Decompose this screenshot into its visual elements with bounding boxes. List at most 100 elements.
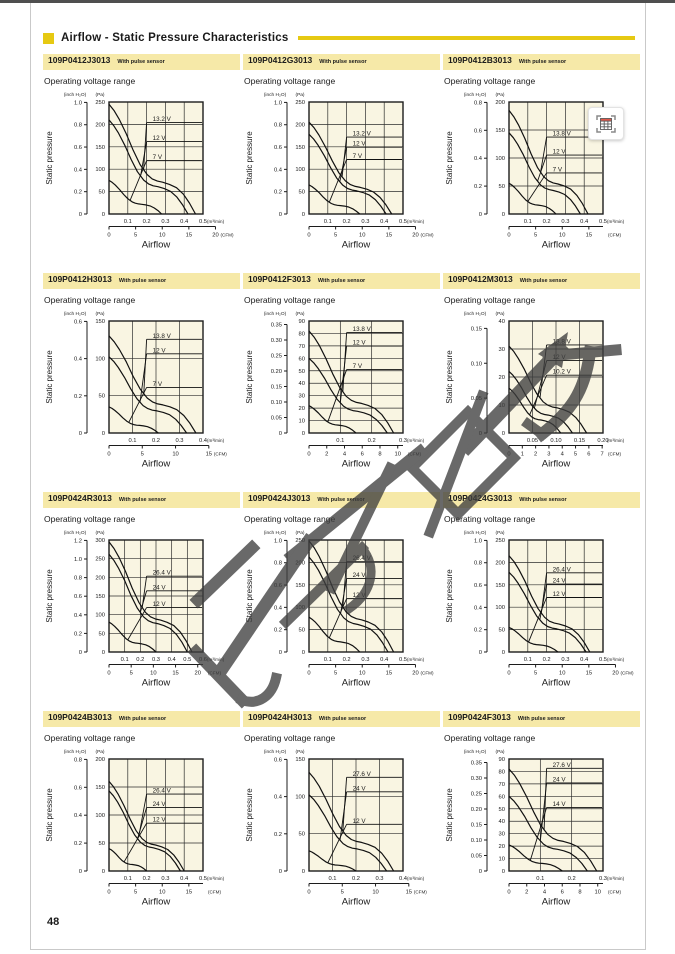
svg-text:(m³/min): (m³/min) xyxy=(207,876,225,881)
operating-voltage-range-label: Operating voltage range xyxy=(244,295,336,305)
svg-text:(inch H₂O): (inch H₂O) xyxy=(264,530,287,536)
svg-text:5: 5 xyxy=(334,671,337,677)
table-capture-icon xyxy=(596,114,616,133)
svg-text:0.25: 0.25 xyxy=(471,792,482,798)
svg-text:0: 0 xyxy=(279,212,282,218)
svg-text:Airflow: Airflow xyxy=(342,240,371,251)
operating-voltage-range-label: Operating voltage range xyxy=(44,76,136,86)
svg-text:(CFM): (CFM) xyxy=(620,671,633,676)
svg-text:24 V: 24 V xyxy=(153,801,167,808)
svg-text:0.2: 0.2 xyxy=(136,657,144,663)
svg-text:0.1: 0.1 xyxy=(328,876,336,882)
svg-text:200: 200 xyxy=(95,575,105,581)
svg-text:(CFM): (CFM) xyxy=(208,671,221,676)
svg-text:40: 40 xyxy=(499,319,505,325)
svg-text:10: 10 xyxy=(172,452,178,458)
svg-text:150: 150 xyxy=(495,128,505,134)
svg-text:250: 250 xyxy=(295,538,305,544)
svg-text:(m³/min): (m³/min) xyxy=(607,438,625,443)
chart-figure: (inch H₂O) (Pa) 0 0.2 0.4 0.6 0.8 1.0 0 50 100 150 2… xyxy=(443,526,640,697)
svg-text:(inch H₂O): (inch H₂O) xyxy=(464,530,487,536)
svg-text:Static pressure: Static pressure xyxy=(45,569,54,623)
svg-text:5: 5 xyxy=(134,890,137,896)
svg-text:0: 0 xyxy=(102,869,105,875)
svg-text:13.8 V: 13.8 V xyxy=(553,338,572,345)
svg-text:0.5: 0.5 xyxy=(199,876,207,882)
svg-text:0.10: 0.10 xyxy=(471,361,482,367)
svg-text:5: 5 xyxy=(134,233,137,239)
svg-text:10: 10 xyxy=(150,671,156,677)
chart-figure: (inch H₂O) (Pa) 0 0.05 0.10 0.15 0.20 0.25 0.30 0… xyxy=(443,745,640,916)
svg-text:30: 30 xyxy=(299,394,305,400)
pulse-sensor-badge: With pulse sensor xyxy=(317,278,366,284)
svg-text:0.4: 0.4 xyxy=(168,657,177,663)
svg-text:0: 0 xyxy=(479,869,482,875)
svg-text:24 V: 24 V xyxy=(353,572,367,579)
svg-text:0.6: 0.6 xyxy=(74,785,82,791)
svg-text:0: 0 xyxy=(507,671,510,677)
svg-text:(inch H₂O): (inch H₂O) xyxy=(464,311,487,317)
svg-text:0.8: 0.8 xyxy=(74,576,82,582)
svg-text:100: 100 xyxy=(295,605,305,611)
svg-text:250: 250 xyxy=(95,100,105,106)
operating-voltage-range-label: Operating voltage range xyxy=(444,733,536,743)
svg-text:4: 4 xyxy=(543,890,547,896)
svg-text:0.3: 0.3 xyxy=(375,876,383,882)
svg-text:300: 300 xyxy=(95,538,105,544)
table-capture-button[interactable] xyxy=(588,107,624,140)
svg-text:10: 10 xyxy=(559,233,565,239)
svg-text:24 V: 24 V xyxy=(553,776,567,783)
svg-text:250: 250 xyxy=(295,100,305,106)
svg-text:7 V: 7 V xyxy=(353,153,363,160)
svg-text:0: 0 xyxy=(507,452,510,458)
svg-text:0.8: 0.8 xyxy=(274,561,282,567)
model-title-bar: 109P0424J3013 With pulse sensor xyxy=(243,492,440,508)
svg-text:0: 0 xyxy=(307,233,310,239)
svg-text:40: 40 xyxy=(299,381,305,387)
model-number: 109P0424F3013 xyxy=(448,712,511,722)
svg-text:12 V: 12 V xyxy=(353,141,367,148)
pulse-sensor-badge: With pulse sensor xyxy=(519,497,567,503)
svg-text:26.4 V: 26.4 V xyxy=(553,566,572,573)
svg-text:Airflow: Airflow xyxy=(142,678,171,689)
svg-text:26.4 V: 26.4 V xyxy=(153,570,172,577)
svg-text:0: 0 xyxy=(279,431,282,437)
svg-text:(CFM): (CFM) xyxy=(608,890,621,895)
model-title-bar: 109P0424G3013 With pulse sensor xyxy=(443,492,640,508)
chart-module: 109P0412J3013 With pulse sensor Operatin… xyxy=(43,54,240,259)
svg-text:0.15: 0.15 xyxy=(471,326,482,332)
svg-text:12 V: 12 V xyxy=(153,817,167,824)
svg-text:0.4: 0.4 xyxy=(474,156,483,162)
model-number: 109P0412B3013 xyxy=(448,55,512,65)
svg-text:0: 0 xyxy=(307,671,310,677)
svg-text:200: 200 xyxy=(495,100,505,106)
svg-text:0.4: 0.4 xyxy=(380,219,389,225)
chart-module: 109P0412F3013 With pulse sensor Operatin… xyxy=(243,273,440,478)
model-title-bar: 109P0412F3013 With pulse sensor xyxy=(243,273,440,289)
svg-text:100: 100 xyxy=(95,813,105,819)
svg-text:0.05: 0.05 xyxy=(527,438,538,444)
pulse-sensor-badge: With pulse sensor xyxy=(118,716,167,722)
svg-text:100: 100 xyxy=(95,356,105,362)
svg-text:0: 0 xyxy=(302,431,305,437)
svg-text:200: 200 xyxy=(495,560,505,566)
svg-text:0.3: 0.3 xyxy=(561,657,569,663)
svg-text:0.4: 0.4 xyxy=(380,657,389,663)
svg-text:10: 10 xyxy=(299,419,305,425)
svg-text:150: 150 xyxy=(295,583,305,589)
model-number: 109P0412J3013 xyxy=(48,55,111,65)
svg-text:15: 15 xyxy=(206,452,212,458)
svg-text:70: 70 xyxy=(499,782,505,788)
pulse-sensor-badge: With pulse sensor xyxy=(319,59,367,65)
svg-text:(Pa): (Pa) xyxy=(95,749,104,755)
pulse-sensor-badge: With pulse sensor xyxy=(118,278,167,284)
model-title-bar: 109P0424H3013 With pulse sensor xyxy=(243,711,440,727)
svg-text:0.6: 0.6 xyxy=(74,319,82,325)
svg-text:15: 15 xyxy=(406,890,412,896)
svg-text:Static pressure: Static pressure xyxy=(445,131,454,185)
svg-text:26.4 V: 26.4 V xyxy=(353,555,372,562)
svg-text:0.2: 0.2 xyxy=(343,657,351,663)
svg-text:100: 100 xyxy=(295,794,305,800)
svg-text:0.2: 0.2 xyxy=(474,628,482,634)
svg-text:0.05: 0.05 xyxy=(471,854,482,860)
